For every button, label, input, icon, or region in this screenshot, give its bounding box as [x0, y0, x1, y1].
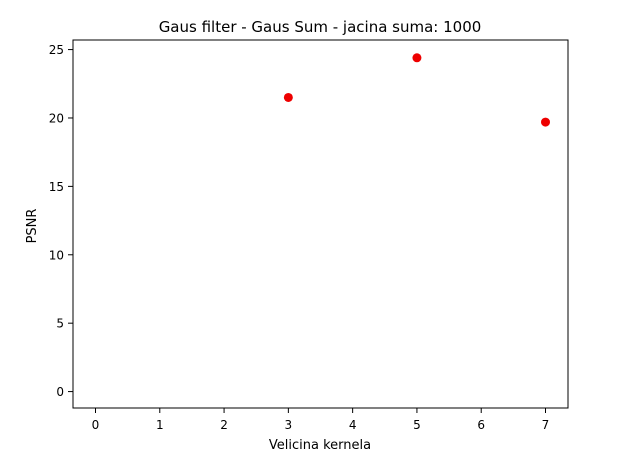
- x-tick-label: 0: [92, 418, 100, 432]
- x-axis: 0 1 2 3 4 5 6 7: [92, 408, 550, 432]
- y-axis-label: PSNR: [25, 209, 40, 244]
- y-tick-label: 10: [49, 248, 64, 262]
- y-tick-label: 25: [49, 43, 64, 57]
- x-tick-label: 7: [542, 418, 550, 432]
- x-tick-label: 5: [413, 418, 421, 432]
- x-axis-label: Velicina kernela: [269, 438, 371, 453]
- y-tick-label: 5: [56, 317, 64, 331]
- data-point-2: [541, 117, 550, 127]
- y-tick-label: 15: [49, 180, 64, 194]
- x-tick-label: 4: [349, 418, 357, 432]
- x-tick-label: 6: [477, 418, 485, 432]
- x-tick-label: 2: [220, 418, 228, 432]
- y-tick-label: 20: [49, 111, 64, 125]
- data-point-1: [412, 53, 422, 63]
- data-points: [283, 53, 550, 127]
- y-tick-label: 0: [56, 385, 64, 399]
- chart-title: Gaus filter - Gaus Sum - jacina suma: 10…: [159, 18, 482, 36]
- y-axis: 0 5 10 15 20 25: [49, 43, 73, 399]
- plot-area: [72, 39, 569, 409]
- data-point-0: [283, 92, 293, 102]
- x-tick-label: 3: [285, 418, 293, 432]
- x-tick-label: 1: [156, 418, 164, 432]
